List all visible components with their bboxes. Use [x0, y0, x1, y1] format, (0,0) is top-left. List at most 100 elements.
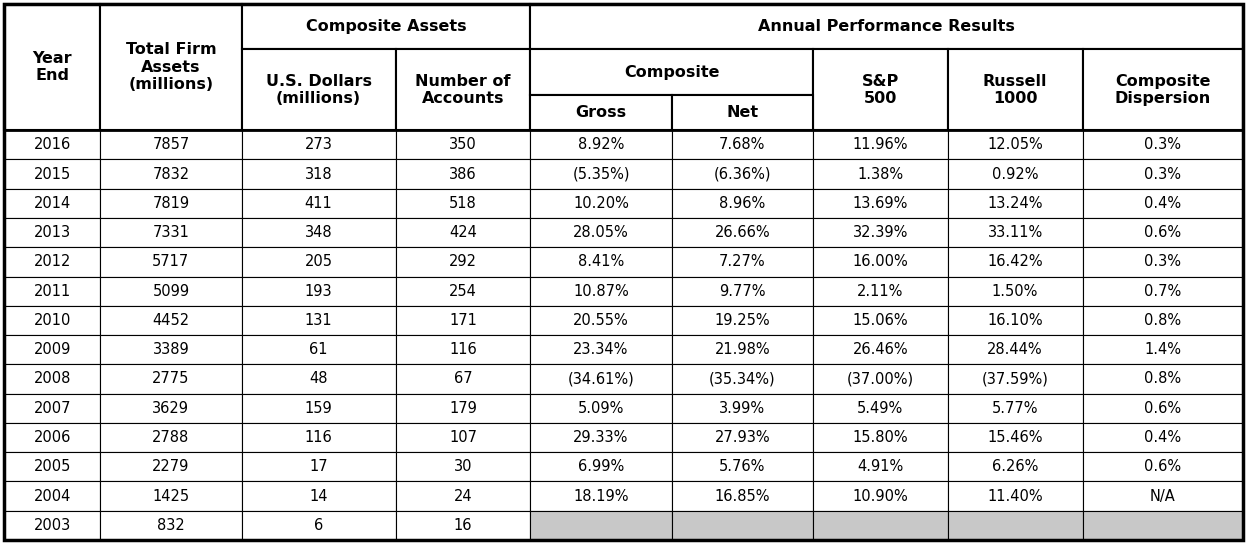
Text: 5.76%: 5.76%	[720, 459, 766, 474]
Bar	[1082, 159, 1243, 189]
Bar	[672, 218, 813, 248]
Text: 61: 61	[309, 342, 328, 357]
Text: (35.34%): (35.34%)	[710, 372, 776, 386]
Text: 27.93%: 27.93%	[715, 430, 771, 445]
Bar	[1082, 423, 1243, 452]
Text: 116: 116	[304, 430, 333, 445]
Bar	[813, 306, 948, 335]
Bar	[395, 306, 530, 335]
Text: 16.00%: 16.00%	[853, 255, 908, 269]
Text: 116: 116	[449, 342, 476, 357]
Text: 23.34%: 23.34%	[574, 342, 628, 357]
Bar	[100, 218, 242, 248]
Bar	[1082, 218, 1243, 248]
Text: 411: 411	[304, 196, 333, 211]
Bar	[530, 50, 813, 95]
Text: 273: 273	[304, 137, 333, 152]
Bar	[813, 481, 948, 511]
Bar	[530, 130, 672, 159]
Bar	[395, 276, 530, 306]
Text: 6: 6	[314, 518, 323, 533]
Bar	[530, 95, 672, 130]
Bar	[948, 335, 1082, 364]
Text: Annual Performance Results: Annual Performance Results	[758, 19, 1015, 34]
Bar	[948, 248, 1082, 276]
Bar	[672, 276, 813, 306]
Bar	[813, 276, 948, 306]
Text: N/A: N/A	[1150, 489, 1176, 504]
Text: 15.80%: 15.80%	[853, 430, 908, 445]
Text: Composite: Composite	[624, 65, 720, 79]
Bar	[395, 159, 530, 189]
Bar	[242, 481, 395, 511]
Text: 5099: 5099	[152, 283, 190, 299]
Bar	[242, 306, 395, 335]
Bar	[948, 276, 1082, 306]
Text: 350: 350	[449, 137, 476, 152]
Text: 16.42%: 16.42%	[988, 255, 1042, 269]
Text: 5.09%: 5.09%	[577, 401, 625, 416]
Text: 3.99%: 3.99%	[720, 401, 766, 416]
Bar	[242, 50, 395, 130]
Bar	[395, 248, 530, 276]
Bar	[242, 218, 395, 248]
Bar	[948, 189, 1082, 218]
Bar	[4, 394, 100, 423]
Bar	[672, 189, 813, 218]
Bar	[100, 159, 242, 189]
Bar	[1082, 394, 1243, 423]
Text: 348: 348	[304, 225, 333, 240]
Text: 5.77%: 5.77%	[991, 401, 1039, 416]
Text: 0.6%: 0.6%	[1145, 401, 1181, 416]
Bar	[813, 248, 948, 276]
Bar	[948, 511, 1082, 540]
Text: 2004: 2004	[34, 489, 71, 504]
Text: 12.05%: 12.05%	[988, 137, 1042, 152]
Text: 48: 48	[309, 372, 328, 386]
Text: 171: 171	[449, 313, 476, 328]
Text: 8.41%: 8.41%	[577, 255, 625, 269]
Text: 3389: 3389	[152, 342, 190, 357]
Bar	[1082, 481, 1243, 511]
Text: 7.27%: 7.27%	[720, 255, 766, 269]
Bar	[395, 423, 530, 452]
Text: 179: 179	[449, 401, 476, 416]
Text: 29.33%: 29.33%	[574, 430, 628, 445]
Bar	[395, 364, 530, 394]
Text: 2014: 2014	[34, 196, 71, 211]
Text: Composite Assets: Composite Assets	[306, 19, 466, 34]
Text: Number of
Accounts: Number of Accounts	[415, 73, 511, 106]
Bar	[948, 50, 1082, 130]
Bar	[813, 50, 948, 130]
Text: 2015: 2015	[34, 166, 71, 182]
Bar	[948, 306, 1082, 335]
Text: 2775: 2775	[152, 372, 190, 386]
Bar	[813, 364, 948, 394]
Bar	[948, 130, 1082, 159]
Bar	[100, 423, 242, 452]
Text: 131: 131	[304, 313, 333, 328]
Bar	[100, 306, 242, 335]
Bar	[4, 306, 100, 335]
Bar	[530, 248, 672, 276]
Bar	[530, 364, 672, 394]
Bar	[4, 159, 100, 189]
Bar	[672, 159, 813, 189]
Text: (37.59%): (37.59%)	[981, 372, 1049, 386]
Text: 7857: 7857	[152, 137, 190, 152]
Text: Total Firm
Assets
(millions): Total Firm Assets (millions)	[126, 42, 216, 92]
Text: 2788: 2788	[152, 430, 190, 445]
Text: 2003: 2003	[34, 518, 71, 533]
Text: 13.69%: 13.69%	[853, 196, 908, 211]
Bar	[4, 335, 100, 364]
Bar	[813, 335, 948, 364]
Text: 2005: 2005	[34, 459, 71, 474]
Bar	[1082, 306, 1243, 335]
Bar	[242, 130, 395, 159]
Text: 20.55%: 20.55%	[574, 313, 628, 328]
Bar	[1082, 364, 1243, 394]
Text: 19.25%: 19.25%	[715, 313, 771, 328]
Bar	[530, 423, 672, 452]
Text: 7.68%: 7.68%	[720, 137, 766, 152]
Text: 9.77%: 9.77%	[720, 283, 766, 299]
